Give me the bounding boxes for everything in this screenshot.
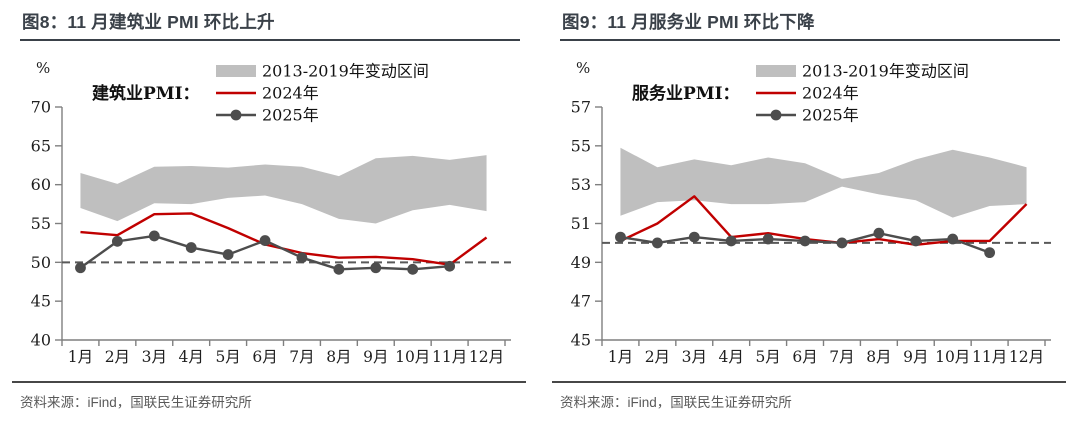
legend: 2013-2019年变动区间 2024年 2025年	[216, 62, 429, 125]
x-tick-label: 6月	[252, 348, 277, 366]
construction-pmi-chart-area: 70 65 60 55 50 45 40 1月 2月 3月 4月 5月 6月 7月 8月 9月 10月 11月 12…	[0, 41, 540, 381]
construction-pmi-chart: 70 65 60 55 50 45 40 1月 2月 3月 4月 5月 6月 7月 8月 9月 10月 11月 12…	[31, 59, 511, 366]
services-pmi-chart: 57 55 53 51 49 47 45 1月 2月 3月 4月 5月 6月 7月 8月 9月 10月 11月 12…	[571, 59, 1051, 366]
y-tick-label: 60	[31, 175, 51, 194]
y-tick-label: 65	[31, 136, 51, 155]
y-tick-label: 40	[31, 331, 51, 350]
x-tick-label: 11月	[972, 348, 1007, 366]
x-tick-label: 4月	[719, 348, 744, 366]
legend-label: 2024年	[802, 84, 859, 103]
x-tick-label: 5月	[755, 348, 780, 366]
figure-9-source: 资料来源：iFind，国联民生证券研究所	[552, 381, 1066, 411]
x-tick-label: 8月	[866, 348, 891, 366]
figure-9-panel: 图9：11 月服务业 PMI 环比下降 57 55 53 51 49 47 45 1月 2月 3月…	[540, 0, 1080, 411]
x-tick-label: 2月	[645, 348, 670, 366]
range-band-2013-2019	[620, 147, 1027, 218]
services-pmi-chart-area: 57 55 53 51 49 47 45 1月 2月 3月 4月 5月 6月 7月 8月 9月 10月 11月 12…	[540, 41, 1080, 381]
legend-band-swatch	[756, 65, 796, 77]
y-tick-label: 45	[31, 292, 51, 311]
y-tick-label: 70	[31, 98, 51, 117]
range-band-2013-2019	[80, 155, 487, 224]
axes: 57 55 53 51 49 47 45 1月 2月 3月 4月 5月 6月 7月 8月 9月 10月 11月 12…	[571, 59, 1051, 366]
y-axis-unit-label: %	[576, 59, 590, 77]
legend-label: 2025年	[262, 106, 319, 125]
x-tick-label: 12月	[1009, 348, 1044, 366]
x-tick-label: 10月	[395, 348, 430, 366]
x-tick-label: 9月	[903, 348, 928, 366]
x-tick-label: 7月	[289, 348, 314, 366]
x-tick-label: 11月	[432, 348, 467, 366]
x-tick-label: 7月	[829, 348, 854, 366]
y-tick-label: 50	[31, 253, 51, 272]
series-2025年	[75, 230, 456, 275]
figure-8-title: 图8：11 月建筑业 PMI 环比上升	[20, 9, 520, 41]
legend-label: 2025年	[802, 106, 859, 125]
chart-series-label: 服务业PMI：	[632, 83, 740, 104]
x-tick-label: 5月	[215, 348, 240, 366]
x-tick-label: 2月	[105, 348, 130, 366]
y-tick-label: 49	[571, 253, 591, 272]
legend-label: 2013-2019年变动区间	[802, 62, 969, 81]
x-tick-label: 3月	[682, 348, 707, 366]
x-tick-label: 8月	[326, 348, 351, 366]
x-tick-label: 10月	[935, 348, 970, 366]
legend-band-swatch	[216, 65, 256, 77]
series-2025年	[615, 227, 996, 259]
y-tick-label: 51	[571, 214, 591, 233]
x-tick-label: 1月	[68, 348, 93, 366]
y-tick-label: 55	[571, 136, 591, 155]
x-tick-label: 3月	[142, 348, 167, 366]
x-tick-label: 4月	[179, 348, 204, 366]
figure-8-panel: 图8：11 月建筑业 PMI 环比上升 70 65 60 55 50 45 40 1月 2月 3月…	[0, 0, 540, 411]
legend-label: 2013-2019年变动区间	[262, 62, 429, 81]
legend: 2013-2019年变动区间 2024年 2025年	[756, 62, 969, 125]
y-tick-label: 45	[571, 331, 591, 350]
y-tick-label: 55	[31, 214, 51, 233]
y-tick-label: 47	[571, 292, 591, 311]
report-figures: 图8：11 月建筑业 PMI 环比上升 70 65 60 55 50 45 40 1月 2月 3月…	[0, 0, 1080, 411]
figure-9-title: 图9：11 月服务业 PMI 环比下降	[560, 9, 1060, 41]
figure-8-source: 资料来源：iFind，国联民生证券研究所	[12, 381, 526, 411]
axes: 70 65 60 55 50 45 40 1月 2月 3月 4月 5月 6月 7月 8月 9月 10月 11月 12…	[31, 59, 511, 366]
x-tick-label: 12月	[469, 348, 504, 366]
chart-series-label: 建筑业PMI：	[92, 83, 200, 104]
y-tick-label: 57	[571, 98, 591, 117]
x-tick-label: 1月	[608, 348, 633, 366]
legend-label: 2024年	[262, 84, 319, 103]
x-tick-label: 9月	[363, 348, 388, 366]
y-axis-unit-label: %	[36, 59, 50, 77]
y-tick-label: 53	[571, 175, 591, 194]
x-tick-label: 6月	[792, 348, 817, 366]
